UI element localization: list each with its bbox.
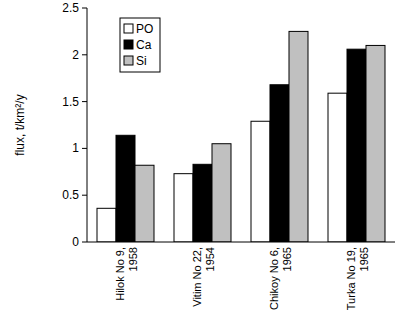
x-tick-label-line: Chikoy No 6,: [268, 247, 280, 310]
x-tick-label-line: 1958: [127, 247, 139, 271]
bar: [289, 31, 308, 242]
chart-svg: 0 0.5 1 1.5 2 2.5 flux, t/km²/y Hilok No 9,1958…: [0, 0, 400, 319]
x-tick-label-line: 1954: [204, 247, 216, 271]
y-axis-label: flux, t/km²/y: [13, 94, 27, 155]
bar: [193, 164, 212, 242]
legend-swatch: [124, 56, 133, 65]
x-tick-label: Turka No 19,1965: [345, 247, 370, 310]
legend-label: Ca: [136, 38, 152, 52]
y-tick-label: 2.5: [62, 1, 79, 15]
bar: [270, 85, 289, 242]
bar: [116, 135, 135, 242]
legend-label: PO: [136, 22, 153, 36]
legend: PO Ca Si: [120, 18, 160, 72]
y-tick-label: 0.5: [62, 188, 79, 202]
y-tick-label: 0: [72, 235, 79, 249]
bar: [212, 144, 231, 242]
y-tick: [82, 148, 87, 149]
bar: [174, 174, 193, 242]
legend-swatch: [124, 40, 133, 49]
x-tick-label-line: Turka No 19,: [345, 247, 357, 310]
x-tick-label-line: 1965: [281, 247, 293, 271]
y-tick: [82, 242, 87, 243]
bar: [251, 121, 270, 242]
bar: [366, 45, 385, 242]
legend-swatch: [124, 24, 133, 33]
x-tick-label-line: Hilok No 9,: [114, 247, 126, 301]
y-tick: [82, 8, 87, 9]
chart-container: 0 0.5 1 1.5 2 2.5 flux, t/km²/y Hilok No 9,1958…: [0, 0, 400, 319]
y-tick-label: 1: [72, 141, 79, 155]
x-tick-label-line: 1965: [358, 247, 370, 271]
legend-box: [120, 18, 160, 72]
x-axis: [87, 242, 395, 243]
y-tick: [82, 101, 87, 102]
y-tick-label: 2: [72, 48, 79, 62]
bar: [135, 165, 154, 242]
x-tick-label-line: Vitim No 22,: [191, 247, 203, 307]
x-tick-label: Vitim No 22,1954: [191, 247, 216, 307]
y-axis: [87, 8, 88, 242]
bar: [97, 208, 116, 242]
y-tick: [82, 54, 87, 55]
x-tick-label: Chikoy No 6,1965: [268, 247, 293, 310]
x-tick-label: Hilok No 9,1958: [114, 247, 139, 301]
legend-label: Si: [136, 54, 147, 68]
bar: [347, 49, 366, 242]
y-tick-label: 1.5: [62, 95, 79, 109]
bars: [97, 31, 385, 242]
y-tick: [82, 195, 87, 196]
bar: [328, 93, 347, 242]
